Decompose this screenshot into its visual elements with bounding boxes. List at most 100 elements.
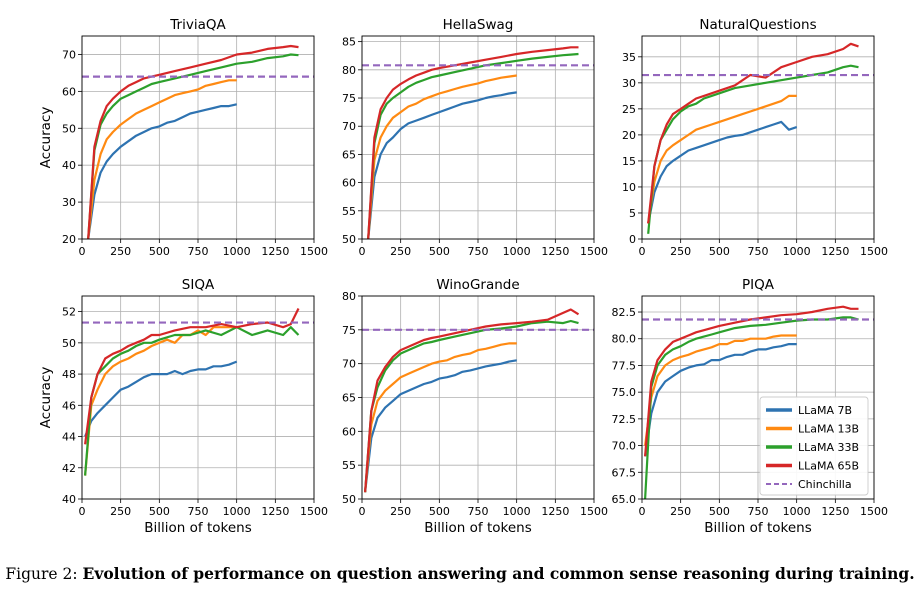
x-tick-label: 1500: [860, 505, 888, 518]
y-tick-label: 67.5: [612, 466, 637, 479]
x-tick-label: 750: [748, 245, 769, 258]
y-axis-label: Accuracy: [38, 367, 54, 429]
y-tick-label: 44: [62, 431, 76, 444]
x-tick-label: 0: [359, 505, 366, 518]
y-tick-label: 0: [629, 233, 636, 246]
y-tick-label: 52: [62, 306, 76, 319]
chart-panel-piqa: 0 250 500 750 1000 1250 1500 65.0 67.5 70.0 72.5 75…: [612, 277, 889, 536]
x-tick-label: 0: [359, 245, 366, 258]
chart-title: WinoGrande: [436, 277, 519, 293]
series-line-llama-65b: [644, 305, 859, 457]
axes-frame: [641, 35, 875, 240]
x-tick-label: 250: [670, 245, 691, 258]
series-line-llama-7b: [647, 120, 798, 224]
x-tick-label: 1000: [503, 505, 531, 518]
series-line-llama-13b: [364, 342, 517, 493]
x-tick-label: 750: [188, 245, 209, 258]
x-tick-label: 1250: [541, 245, 569, 258]
x-tick-label: 500: [429, 505, 450, 518]
x-tick-label: 0: [79, 505, 86, 518]
x-tick-label: 500: [709, 505, 730, 518]
legend-label-llama-33b: LLaMA 33B: [798, 441, 859, 454]
y-tick-label: 65: [342, 392, 356, 405]
x-tick-label: 500: [709, 245, 730, 258]
series-line-llama-7b: [87, 103, 237, 239]
y-tick-label: 50: [62, 337, 76, 350]
series-line-llama-65b: [87, 44, 299, 239]
x-tick-label: 1000: [783, 245, 811, 258]
y-tick-label: 42: [62, 462, 76, 475]
y-axis-label: Accuracy: [38, 107, 54, 169]
x-axis-label: Billion of tokens: [704, 520, 811, 536]
legend-label-llama-7b: LLaMA 7B: [798, 404, 852, 417]
axes-frame: [361, 295, 595, 500]
y-tick-label: 46: [62, 399, 76, 412]
series-line-llama-65b: [364, 308, 580, 493]
x-tick-label: 250: [390, 505, 411, 518]
x-tick-label: 1250: [821, 505, 849, 518]
chart-panel-winogrande: 0 250 500 750 1000 1250 1500 50 55 60 65 70 75 80 Wino…: [342, 277, 608, 536]
y-tick-label: 75: [342, 92, 356, 105]
series-line-llama-7b: [644, 343, 797, 457]
series-line-llama-33b: [84, 326, 300, 476]
x-axis-label: Billion of tokens: [424, 520, 531, 536]
series-line-llama-65b: [84, 308, 300, 445]
x-tick-label: 1500: [300, 245, 328, 258]
y-tick-label: 10: [622, 181, 636, 194]
y-tick-label: 55: [342, 459, 356, 472]
y-tick-label: 20: [622, 129, 636, 142]
chart-title: HellaSwag: [443, 17, 514, 33]
chart-title: PIQA: [742, 277, 775, 293]
x-tick-label: 1250: [821, 245, 849, 258]
x-tick-label: 1000: [503, 245, 531, 258]
x-tick-label: 1500: [300, 505, 328, 518]
x-tick-label: 250: [110, 245, 131, 258]
y-tick-label: 75: [342, 324, 356, 337]
x-tick-label: 500: [149, 245, 170, 258]
series-line-llama-65b: [367, 46, 579, 239]
series-line-llama-13b: [84, 326, 237, 476]
x-tick-label: 1500: [580, 505, 608, 518]
y-tick-label: 70: [62, 48, 76, 61]
caption-text: Evolution of performance on question ans…: [82, 564, 915, 583]
series-line-llama-7b: [364, 359, 517, 493]
series-line-llama-13b: [87, 79, 237, 239]
axes-frame: [81, 35, 315, 240]
chart-title: TriviaQA: [169, 17, 226, 33]
y-tick-label: 75.0: [612, 386, 637, 399]
y-tick-label: 65: [342, 148, 356, 161]
y-tick-label: 50: [342, 493, 356, 506]
series-line-llama-33b: [364, 319, 579, 493]
axes-frame: [361, 35, 595, 240]
legend-box: [759, 396, 869, 496]
x-tick-label: 1000: [783, 505, 811, 518]
x-tick-label: 750: [188, 505, 209, 518]
chart-title: SIQA: [182, 277, 215, 293]
x-tick-label: 250: [110, 505, 131, 518]
y-tick-label: 15: [622, 155, 636, 168]
figure-caption: Figure 2: Evolution of performance on qu…: [0, 564, 920, 583]
chart-panel-triviaqa: 0 250 500 750 1000 1250 1500 20 30 40 50 60 70 Trivia…: [38, 17, 328, 258]
y-tick-label: 20: [62, 233, 76, 246]
y-tick-label: 50: [62, 122, 76, 135]
y-tick-label: 70: [342, 358, 356, 371]
chart-panel-hellaswag: 0 250 500 750 1000 1250 1500 50 55 60 65 70 75 80 85 He…: [342, 17, 608, 258]
x-tick-label: 1500: [860, 245, 888, 258]
series-line-llama-33b: [367, 52, 579, 239]
series-line-llama-13b: [644, 334, 797, 446]
caption-label: Figure 2:: [5, 565, 78, 583]
x-tick-label: 500: [429, 245, 450, 258]
legend: LLaMA 7B LLaMA 13B LLaMA 33B LLaMA 65B Chinc…: [759, 396, 869, 496]
series-line-llama-7b: [84, 360, 238, 437]
legend-label-chinchilla: Chinchilla: [798, 478, 852, 491]
y-tick-label: 80: [342, 290, 356, 303]
x-tick-label: 1250: [541, 505, 569, 518]
x-tick-label: 0: [639, 505, 646, 518]
x-tick-label: 750: [468, 245, 489, 258]
y-tick-label: 60: [342, 425, 356, 438]
legend-label-llama-65b: LLaMA 65B: [798, 460, 859, 473]
series-line-llama-33b: [647, 64, 859, 234]
series-line-llama-13b: [367, 74, 517, 239]
chart-panel-naturalquestions: 0 250 500 750 1000 1250 1500 0 5 10 15 20 25 30 35 Natu…: [622, 17, 888, 258]
